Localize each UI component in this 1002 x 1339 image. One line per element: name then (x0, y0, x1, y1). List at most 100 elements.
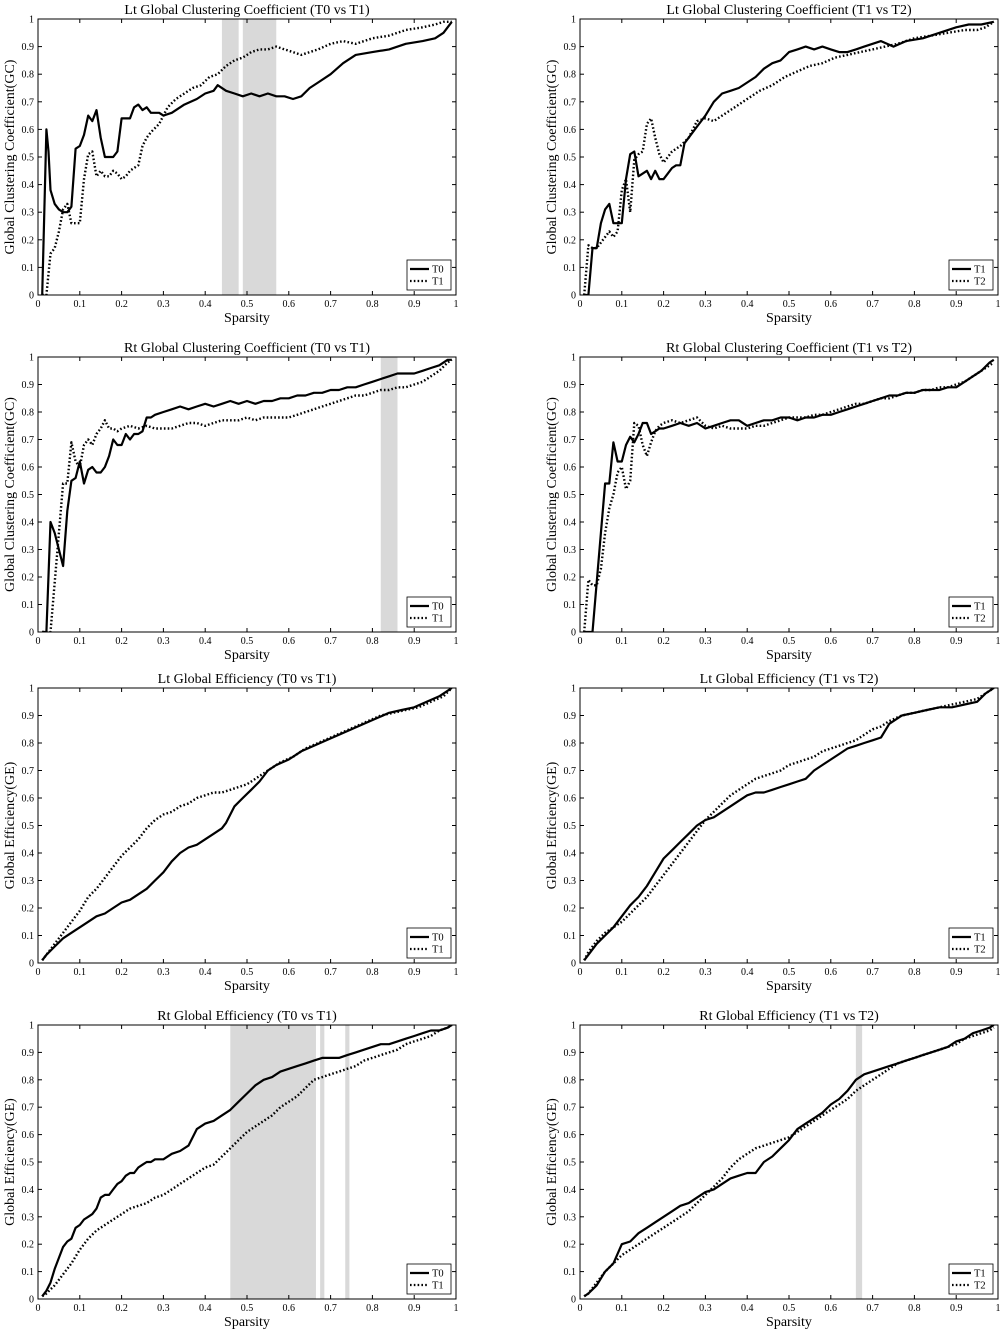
legend-label: T2 (974, 277, 986, 288)
x-axis-label: Sparsity (224, 979, 270, 994)
legend-label: T0 (432, 602, 444, 613)
chart-panel: 0 0.1 0.2 0.3 0.4 0.5 0.6 0.7 0.8 0.9 1 0 0.1 0.2 0.3 0… (545, 341, 1001, 663)
x-tick-label: 0.5 (783, 967, 796, 978)
y-tick-label: 0.2 (22, 904, 35, 915)
y-tick-label: 0.9 (22, 380, 35, 391)
y-tick-label: 0.5 (22, 821, 35, 832)
chart-title: Rt Global Efficiency (T0 vs T1) (157, 1009, 337, 1024)
series-line-t2 (583, 688, 995, 961)
x-axis-label: Sparsity (224, 648, 270, 663)
x-tick-label: 0.5 (241, 967, 254, 978)
x-tick-label: 0.4 (741, 1303, 754, 1314)
x-tick-label: 1 (454, 636, 459, 647)
y-tick-label: 0.9 (564, 380, 577, 391)
x-tick-label: 0.3 (157, 299, 170, 310)
series-line-t1 (584, 20, 995, 295)
y-axis-label: Global Clustering Coefficient(GC) (545, 397, 560, 592)
x-tick-label: 0.1 (74, 636, 87, 647)
y-tick-label: 0.1 (22, 263, 35, 274)
y-tick-label: 0.4 (22, 180, 35, 191)
y-tick-label: 0.8 (564, 408, 577, 419)
x-tick-label: 0 (36, 967, 41, 978)
x-tick-label: 0.3 (699, 299, 712, 310)
y-tick-label: 0.2 (22, 235, 35, 246)
y-tick-label: 0.8 (564, 1075, 577, 1086)
x-tick-label: 0.8 (908, 299, 921, 310)
significance-band (855, 1025, 863, 1299)
x-tick-label: 0.1 (74, 299, 87, 310)
series-line-t1 (41, 688, 453, 962)
chart-title: Rt Global Efficiency (T1 vs T2) (699, 1009, 879, 1024)
x-tick-label: 0 (578, 1303, 583, 1314)
series-line-t0 (41, 1025, 453, 1297)
chart-panel: 0 0.1 0.2 0.3 0.4 0.5 0.6 0.7 0.8 0.9 1 0 0.1 0.2 0.3 0… (545, 672, 1001, 994)
x-tick-label: 0.9 (950, 967, 963, 978)
y-tick-label: 0.9 (564, 711, 577, 722)
x-tick-label: 0.9 (950, 636, 963, 647)
y-axis-label: Global Efficiency(GE) (3, 761, 18, 889)
y-tick-label: 0.5 (22, 153, 35, 164)
y-tick-label: 0.7 (564, 1103, 577, 1114)
y-tick-label: 0.4 (564, 518, 577, 529)
x-tick-label: 0.3 (699, 636, 712, 647)
legend-label: T1 (432, 1281, 444, 1292)
x-tick-label: 0.9 (408, 636, 421, 647)
y-tick-label: 0.8 (564, 70, 577, 81)
series-line-t0 (42, 358, 452, 632)
x-axis-label: Sparsity (224, 311, 270, 326)
x-tick-label: 0.2 (115, 967, 128, 978)
x-tick-label: 0.5 (783, 636, 796, 647)
chart-panel: 0 0.1 0.2 0.3 0.4 0.5 0.6 0.7 0.8 0.9 1 0 0.1 0.2 0.3 0… (3, 341, 459, 663)
x-tick-label: 0.3 (699, 1303, 712, 1314)
significance-band (320, 1025, 325, 1299)
y-tick-label: 1 (571, 15, 576, 26)
y-tick-label: 0.6 (564, 794, 577, 805)
legend-box (406, 259, 452, 291)
y-tick-label: 0.1 (564, 1267, 577, 1278)
y-tick-label: 0 (29, 628, 34, 639)
chart-title: Rt Global Clustering Coefficient (T0 vs … (124, 341, 370, 356)
x-tick-label: 0.5 (783, 299, 796, 310)
x-tick-label: 0.1 (616, 967, 629, 978)
x-tick-label: 0 (578, 299, 583, 310)
y-tick-label: 0.4 (564, 849, 577, 860)
x-tick-label: 0.3 (157, 636, 170, 647)
x-tick-label: 0.9 (408, 299, 421, 310)
x-tick-label: 0.7 (324, 1303, 337, 1314)
x-tick-label: 0 (36, 1303, 41, 1314)
legend-label: T2 (974, 1281, 986, 1292)
y-axis-label: Global Clustering Coefficient(GC) (545, 59, 560, 254)
y-tick-label: 0.3 (22, 208, 35, 219)
x-tick-label: 0.6 (283, 967, 296, 978)
chart-panel: 0 0.1 0.2 0.3 0.4 0.5 0.6 0.7 0.8 0.9 1 0 0.1 0.2 0.3 0… (545, 1009, 1001, 1330)
y-tick-label: 0.4 (564, 180, 577, 191)
x-tick-label: 1 (996, 299, 1001, 310)
x-tick-label: 0.8 (908, 636, 921, 647)
significance-band (380, 357, 398, 632)
y-tick-label: 0.5 (564, 1158, 577, 1169)
legend-label: T1 (432, 945, 444, 956)
y-tick-label: 0 (571, 291, 576, 302)
axes-box (579, 18, 999, 296)
x-tick-label: 0.7 (866, 967, 879, 978)
x-tick-label: 0.1 (74, 1303, 87, 1314)
x-tick-label: 0.6 (825, 299, 838, 310)
y-tick-label: 0.2 (564, 235, 577, 246)
series-line-t0 (41, 688, 453, 961)
y-tick-label: 0.7 (564, 766, 577, 777)
x-tick-label: 0.8 (908, 967, 921, 978)
x-tick-label: 0.9 (950, 299, 963, 310)
x-tick-label: 0.7 (866, 1303, 879, 1314)
y-tick-label: 0.6 (22, 125, 35, 136)
y-tick-label: 1 (29, 684, 34, 695)
x-tick-label: 0.7 (866, 636, 879, 647)
chart-panel: 0 0.1 0.2 0.3 0.4 0.5 0.6 0.7 0.8 0.9 1 0 0.1 0.2 0.3 0… (3, 672, 459, 994)
series-line-t1 (584, 358, 995, 632)
x-tick-label: 0.8 (908, 1303, 921, 1314)
x-tick-label: 1 (996, 967, 1001, 978)
series-line-t0 (41, 21, 453, 295)
y-tick-label: 0.8 (564, 739, 577, 750)
y-tick-label: 0.7 (22, 435, 35, 446)
